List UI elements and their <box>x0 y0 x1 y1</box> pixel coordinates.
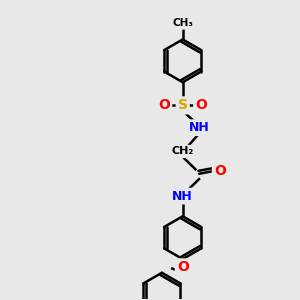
Text: CH₃: CH₃ <box>172 18 193 28</box>
Text: NH: NH <box>189 121 209 134</box>
Text: O: O <box>177 260 189 274</box>
Text: NH: NH <box>172 190 193 202</box>
Text: O: O <box>214 164 226 178</box>
Text: CH₂: CH₂ <box>172 146 194 157</box>
Text: O: O <box>195 98 207 112</box>
Text: O: O <box>158 98 170 112</box>
Text: S: S <box>178 98 188 112</box>
